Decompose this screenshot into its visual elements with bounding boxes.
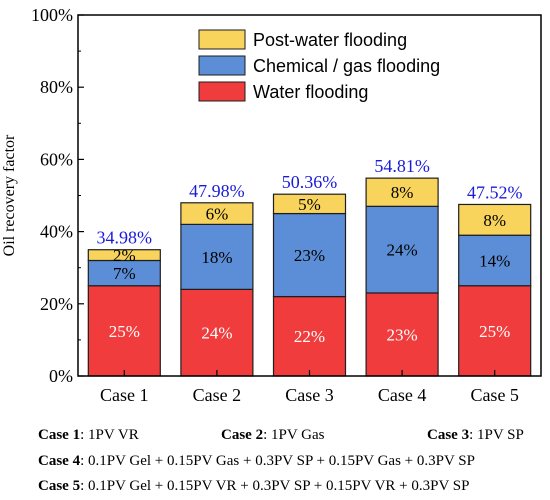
y-tick-label: 20% (40, 294, 73, 314)
segment-label: 5% (298, 195, 321, 214)
bar-segment-1-case-1 (87, 285, 161, 377)
segment-label: 18% (201, 248, 232, 267)
segment-label: 23% (294, 246, 325, 265)
bar-segment-2-case-2 (180, 223, 254, 290)
case-note-5: Case 5: 0.1PV Gel + 0.15PV VR + 0.3PV SP… (38, 478, 469, 495)
bar-segment-2-case-3 (272, 212, 347, 298)
legend-label: Post-water flooding (253, 30, 407, 50)
bar-segment-2-case-1 (87, 259, 161, 287)
y-tick-label: 40% (40, 222, 73, 242)
case-note-4-label: Case 4 (38, 453, 81, 469)
total-label: 47.98% (189, 181, 245, 201)
oil-recovery-chart: 25% 7%2%34.98% Case 1 24% 18% 6% 47.98% Case 2 2… (1, 5, 542, 405)
bar-segment-3-case-1 (87, 249, 161, 262)
x-tick-label: Case 5 (470, 385, 519, 405)
legend-label: Water flooding (253, 82, 368, 102)
total-label: 47.52% (467, 182, 523, 202)
y-tick-label: 60% (40, 149, 73, 169)
x-tick-label: Case 2 (193, 385, 242, 405)
segment-label: 22% (294, 327, 325, 346)
segment-label: 25% (479, 322, 510, 341)
x-tick-label: Case 1 (100, 385, 149, 405)
case-note-5-label: Case 5 (38, 478, 81, 494)
bar-segment-3-case-5 (458, 203, 532, 236)
bar-segment-3-case-3 (272, 193, 347, 215)
bar-segment-3-case-2 (180, 202, 254, 225)
y-tick-label: 100% (31, 5, 73, 25)
case-note-5-text: : 0.1PV Gel + 0.15PV VR + 0.3PV SP + 0.1… (80, 478, 470, 494)
total-label: 50.36% (282, 172, 338, 192)
x-tick-label: Case 4 (378, 385, 427, 405)
total-label: 34.98% (97, 228, 153, 248)
legend-swatch-2 (198, 55, 246, 76)
bar-segment-2-case-5 (458, 234, 532, 287)
bar-segment-1-case-3 (272, 295, 347, 377)
bar-segment-1-case-2 (180, 288, 254, 377)
y-axis-label: Oil recovery factor (1, 134, 18, 256)
legend-swatch-1 (198, 81, 246, 102)
segment-label: 14% (479, 251, 510, 270)
segment-label: 6% (206, 205, 229, 224)
segment-label: 8% (483, 211, 506, 230)
segment-label: 24% (201, 324, 232, 343)
case-note-4-text: : 0.1PV Gel + 0.15PV Gas + 0.3PV SP + 0.… (80, 453, 475, 469)
segment-label: 8% (391, 183, 414, 202)
y-tick-label: 80% (40, 77, 73, 97)
segment-label: 7% (113, 264, 136, 283)
segment-label: 24% (387, 241, 418, 260)
legend-swatch-3 (198, 29, 246, 50)
segment-label: 25% (109, 322, 140, 341)
case-note-4: Case 4: 0.1PV Gel + 0.15PV Gas + 0.3PV S… (38, 453, 475, 470)
x-tick-label: Case 3 (285, 385, 334, 405)
total-label: 54.81% (374, 156, 430, 176)
segment-label: 23% (387, 325, 418, 344)
segment-label: 2% (113, 246, 136, 265)
legend-label: Chemical / gas flooding (253, 56, 440, 76)
bar-segment-1-case-5 (458, 285, 532, 377)
bar-segment-3-case-4 (365, 177, 439, 207)
y-tick-label: 0% (49, 366, 73, 386)
